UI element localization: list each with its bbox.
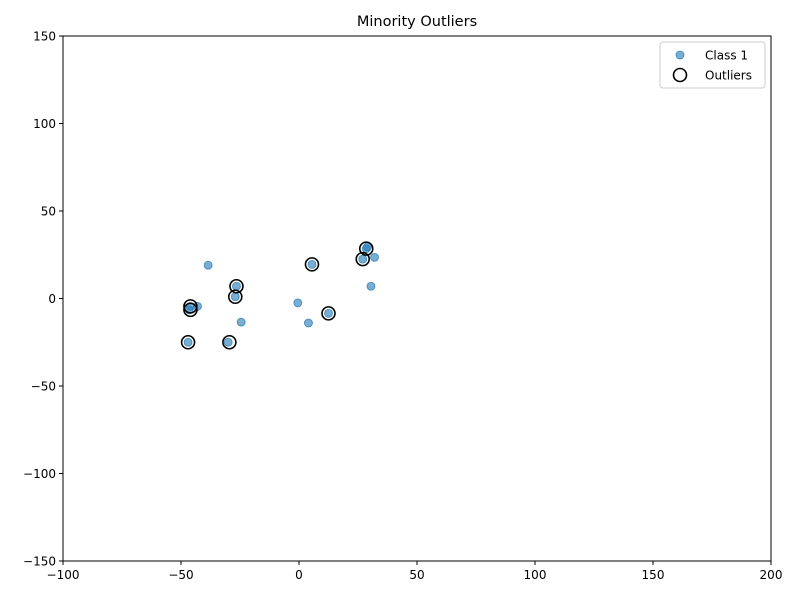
- x-tick-label: −100: [47, 568, 80, 582]
- legend: Class 1 Outliers: [659, 41, 766, 89]
- legend-outliers-label: Outliers: [705, 69, 752, 83]
- y-tick-label: 50: [41, 205, 56, 219]
- class-1-point: [223, 337, 233, 347]
- class-1-point: [307, 259, 317, 269]
- outlier-marker: [358, 241, 374, 256]
- y-tick-label: −100: [23, 467, 56, 481]
- class-1-point: [370, 252, 379, 262]
- legend-outliers-marker: [672, 67, 688, 83]
- y-axis: −150 −100 −50 0 50 100 150: [23, 30, 63, 569]
- class-1-point: [358, 254, 368, 264]
- chart-title: Minority Outliers: [357, 14, 477, 30]
- x-tick-label: −50: [168, 568, 193, 582]
- class-1-point: [304, 318, 313, 328]
- outlier-marker: [227, 289, 243, 305]
- x-tick-label: 200: [760, 568, 783, 582]
- series-layer: [180, 241, 379, 350]
- y-tick-label: −50: [31, 380, 56, 394]
- class-1-point: [293, 298, 303, 308]
- x-tick-label: 0: [295, 568, 303, 582]
- class-1-point: [183, 337, 193, 347]
- outlier-marker: [183, 299, 198, 314]
- class-1-point: [232, 281, 241, 291]
- outlier-marker: [222, 334, 237, 350]
- y-tick-label: −150: [23, 555, 56, 569]
- class-1-point: [203, 260, 213, 270]
- outlier-marker: [304, 257, 320, 272]
- outlier-marker: [321, 306, 336, 321]
- x-tick-label: 100: [524, 568, 547, 582]
- outlier-marker: [229, 278, 244, 294]
- class-1-point: [230, 292, 240, 302]
- y-tick-label: 0: [48, 292, 56, 306]
- x-tick-label: 150: [642, 568, 665, 582]
- class-1-point: [324, 308, 333, 318]
- outlier-marker: [183, 302, 198, 318]
- outlier-marker: [355, 251, 371, 267]
- y-tick-label: 100: [33, 117, 56, 131]
- class-1-point: [366, 281, 376, 291]
- x-tick-label: 50: [409, 568, 424, 582]
- legend-class-1-marker: [675, 50, 685, 60]
- outlier-marker: [180, 334, 196, 350]
- legend-class-1-label: Class 1: [705, 49, 748, 63]
- y-tick-label: 150: [33, 30, 56, 44]
- class-1-point: [236, 317, 246, 327]
- x-axis: −100 −50 0 50 100 150 200: [47, 561, 783, 582]
